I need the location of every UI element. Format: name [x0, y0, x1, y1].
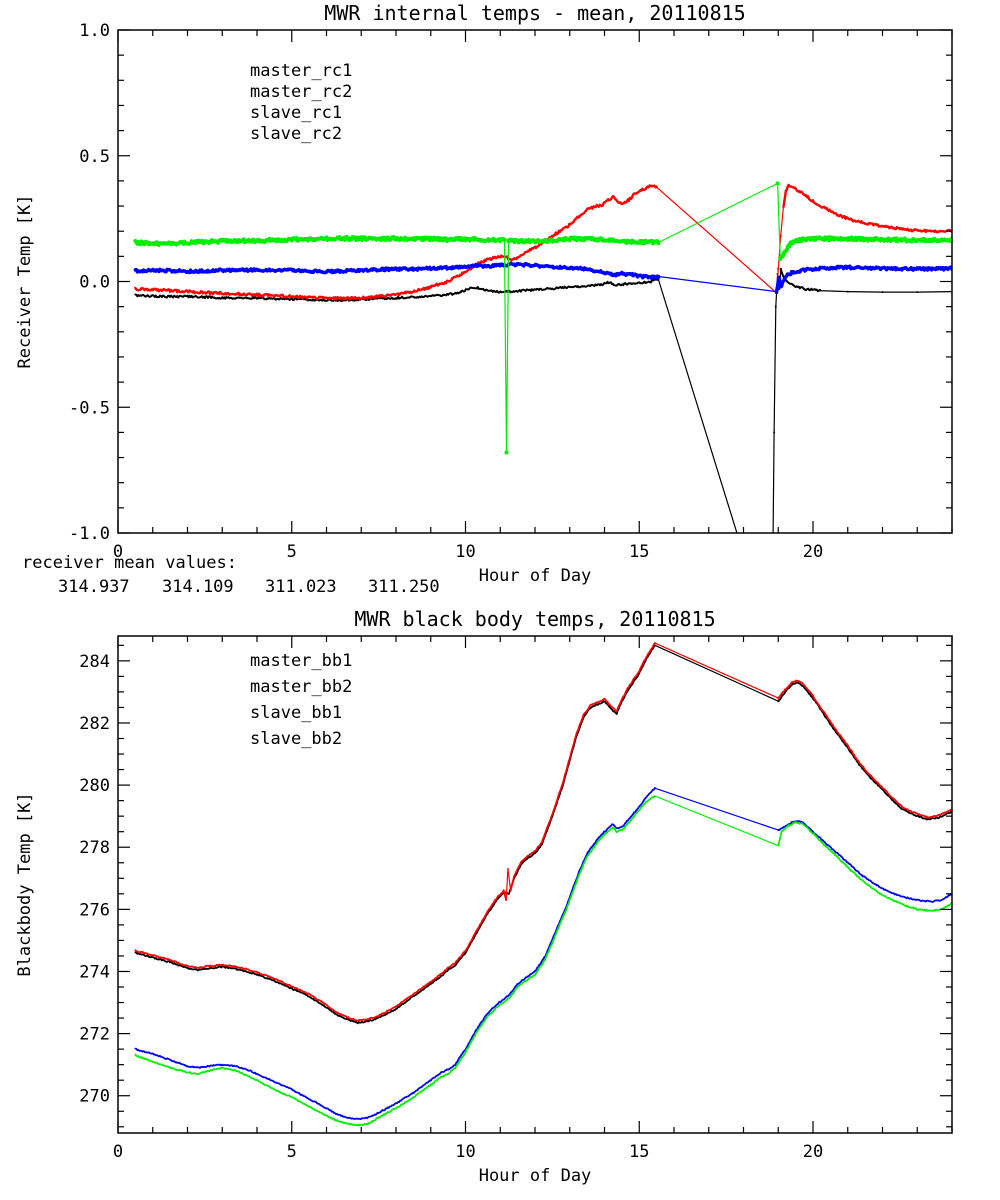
mean-value-3: 311.250 — [368, 577, 440, 597]
series-gap-master_rc2 — [655, 186, 778, 294]
series-slave_rc1 — [774, 264, 952, 295]
series-gap-slave_rc2 — [505, 239, 510, 454]
series-master_rc2 — [134, 184, 658, 301]
series-master_bb1 — [777, 681, 952, 821]
mean-value-1: 314.109 — [162, 577, 234, 597]
series-master_rc2 — [782, 183, 952, 234]
series-group — [133, 181, 952, 533]
x-tick-label: 0 — [113, 542, 123, 562]
x-tick-label: 15 — [629, 1142, 649, 1162]
x-tick-label: 15 — [629, 542, 649, 562]
series-gap-slave_bb2 — [654, 795, 779, 847]
y-tick-label: 270 — [79, 1087, 110, 1107]
plot-frame — [117, 635, 953, 1134]
legend-label-master_bb1: master_bb1 — [250, 651, 352, 671]
x-tick-label: 0 — [113, 1142, 123, 1162]
series-slave_rc1 — [133, 261, 661, 280]
series-gap-master_rc1 — [916, 291, 952, 293]
axis-ticks — [117, 29, 953, 534]
y-tick-label: 272 — [79, 1025, 110, 1045]
series-gap-master_rc1 — [773, 306, 777, 433]
y-tick-label: 1.0 — [79, 21, 110, 41]
receiver-temp-chart: 0 5 10 15 20 -1.0 -0.5 0.0 0.5 1.0 MWR internal te… — [15, 1, 953, 597]
series-slave_bb2 — [777, 821, 952, 912]
series-slave_rc2 — [506, 235, 661, 246]
y-tick-label: -0.5 — [69, 398, 110, 418]
mean-value-0: 314.937 — [58, 577, 130, 597]
y-tick-label: 282 — [79, 714, 110, 734]
series-gap-master_rc1 — [819, 290, 849, 293]
series-group — [134, 642, 952, 1127]
mean-value-2: 311.023 — [265, 577, 337, 597]
series-master_rc1 — [780, 267, 821, 293]
series-slave_rc2 — [133, 235, 507, 247]
series-gap-slave_rc2 — [657, 182, 779, 244]
y-tick-label: 278 — [79, 838, 110, 858]
series-master_bb2 — [509, 642, 656, 892]
y-tick-label: 0.5 — [79, 147, 110, 167]
y-axis-title: Receiver Temp [K] — [15, 195, 35, 369]
series-gap-master_bb2 — [654, 642, 779, 699]
legend-label-slave_bb1: slave_bb1 — [250, 703, 342, 723]
series-gap-slave_rc2 — [503, 239, 508, 454]
x-tick-label: 5 — [287, 1142, 297, 1162]
y-tick-label: 274 — [79, 962, 110, 982]
series-master_bb2 — [777, 679, 952, 819]
series-gap-master_bb2 — [505, 868, 509, 901]
legend-label-slave_rc1: slave_rc1 — [250, 103, 342, 123]
series-master_bb2 — [134, 889, 508, 1022]
legend-label-slave_rc2: slave_rc2 — [250, 124, 342, 144]
y-tick-label: 284 — [79, 652, 110, 672]
x-axis-title: Hour of Day — [479, 1166, 592, 1186]
y-tick-label: 280 — [79, 776, 110, 796]
series-gap-master_bb1 — [654, 644, 779, 702]
x-tick-label: 10 — [455, 542, 475, 562]
plot-frame — [117, 29, 953, 534]
series-gap-master_rc2 — [780, 205, 785, 237]
y-tick-label: 0.0 — [79, 273, 110, 293]
series-slave_bb1 — [777, 820, 952, 903]
series-gap-master_bb2 — [507, 868, 512, 892]
x-axis-title: Hour of Day — [479, 566, 592, 586]
x-tick-label: 20 — [803, 1142, 823, 1162]
chart-title: MWR internal temps - mean, 20110815 — [324, 1, 745, 25]
y-tick-label: 276 — [79, 900, 110, 920]
x-tick-label: 5 — [287, 542, 297, 562]
series-gap-slave_rc1 — [657, 275, 778, 293]
chart-title: MWR black body temps, 20110815 — [354, 608, 715, 631]
blackbody-temp-chart: 0 5 10 15 20 270 272 274 276 278 280 282 284 MWR blac… — [15, 608, 953, 1186]
axis-ticks — [117, 636, 953, 1133]
series-gap-master_rc1 — [657, 278, 738, 533]
legend-label-slave_bb2: slave_bb2 — [250, 729, 342, 749]
legend-label-master_rc2: master_rc2 — [250, 82, 352, 102]
legend-label-master_rc1: master_rc1 — [250, 61, 352, 81]
series-master_rc1 — [134, 277, 660, 302]
series-gap-slave_rc2 — [776, 182, 781, 260]
series-slave_bb2 — [134, 795, 656, 1127]
series-gap-master_rc1 — [847, 291, 884, 293]
series-slave_bb1 — [134, 786, 656, 1121]
mean-values-label: receiver mean values: — [22, 553, 237, 573]
series-gap-slave_bb1 — [654, 787, 779, 831]
y-axis-title: Blackbody Temp [K] — [15, 792, 35, 976]
series-gap-master_rc1 — [772, 431, 775, 533]
x-tick-label: 20 — [803, 542, 823, 562]
legend-label-master_bb2: master_bb2 — [250, 677, 352, 697]
x-tick-label: 10 — [455, 1142, 475, 1162]
series-slave_rc2 — [778, 235, 952, 261]
y-tick-label: -1.0 — [69, 524, 110, 544]
